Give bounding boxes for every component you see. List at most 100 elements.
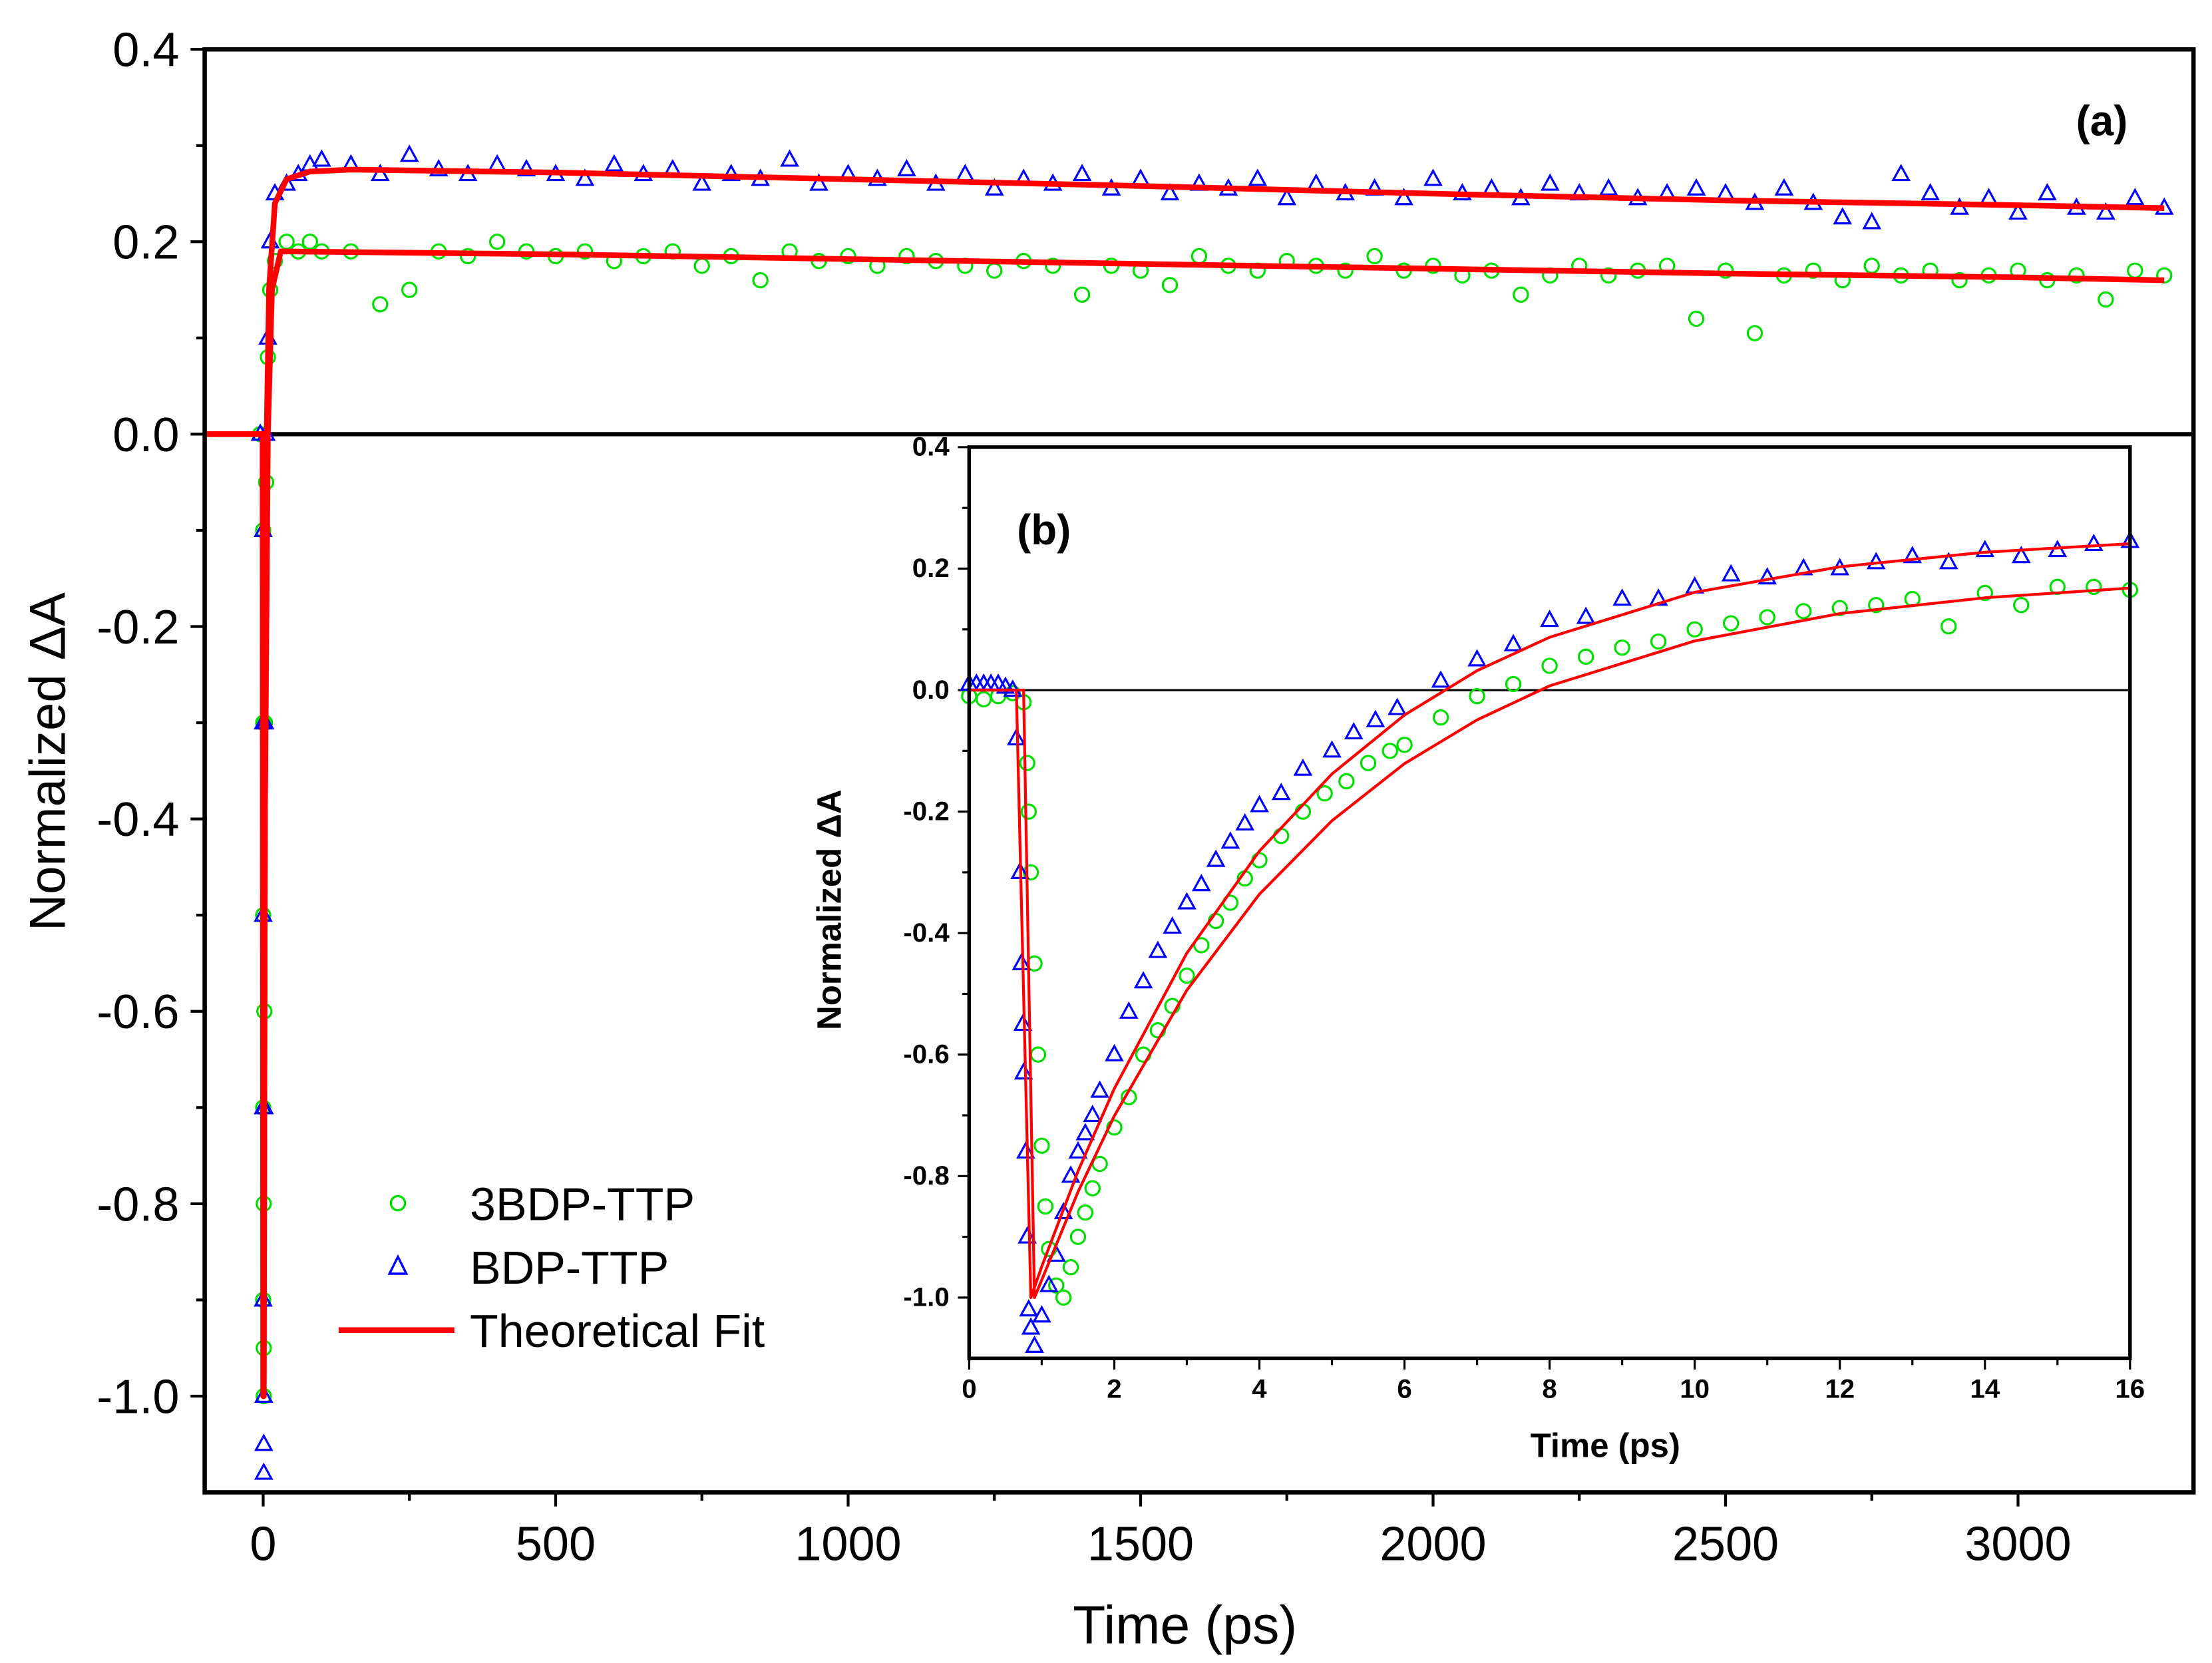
data-point bbox=[2008, 202, 2028, 220]
panel-label-a: (a) bbox=[2076, 97, 2128, 144]
x-tick-label: 14 bbox=[1970, 1374, 2000, 1404]
data-point bbox=[1033, 1137, 1050, 1154]
data-point bbox=[2125, 188, 2145, 206]
y-tick-label: -0.6 bbox=[903, 1039, 949, 1069]
data-point bbox=[1191, 874, 1211, 892]
data-point bbox=[1322, 740, 1342, 758]
x-tick-label: 2500 bbox=[1672, 1517, 1779, 1571]
data-point bbox=[1344, 721, 1364, 740]
data-point bbox=[1432, 709, 1449, 726]
data-point bbox=[1903, 546, 1923, 564]
data-point bbox=[1019, 755, 1035, 771]
data-point bbox=[2098, 291, 2114, 308]
data-point bbox=[1014, 1062, 1033, 1080]
x-tick-label: 4 bbox=[1252, 1374, 1267, 1404]
data-point bbox=[1387, 697, 1407, 715]
data-point bbox=[399, 144, 419, 162]
data-point bbox=[1382, 743, 1398, 759]
y-tick-label: -0.4 bbox=[96, 793, 179, 846]
data-point bbox=[1271, 783, 1291, 801]
data-point bbox=[1576, 606, 1596, 624]
data-point bbox=[1795, 603, 1812, 620]
data-point bbox=[692, 173, 712, 191]
inset-plot: 0 2 4 6 8 10 12 14 16 -1.0 -0.8 -0.6 -0.4 -0.2 0.0 0.2 0… bbox=[903, 432, 2145, 1404]
data-point bbox=[1938, 552, 1958, 570]
data-point bbox=[372, 296, 389, 313]
x-tick-label: 2 bbox=[1107, 1374, 1121, 1404]
data-point bbox=[1866, 552, 1886, 570]
data-point bbox=[1600, 267, 1617, 284]
data-point bbox=[1540, 610, 1559, 628]
data-point bbox=[1921, 183, 1940, 201]
data-point bbox=[1757, 567, 1777, 585]
data-point bbox=[2013, 597, 2030, 614]
y-tick-label: -1.0 bbox=[96, 1370, 179, 1423]
y-tick-label: 0.2 bbox=[912, 553, 950, 583]
x-tick-label: 16 bbox=[2115, 1374, 2145, 1404]
data-point bbox=[1759, 609, 1775, 626]
data-point bbox=[1077, 1204, 1094, 1221]
inset-y-axis-label: Normalized ΔA bbox=[811, 789, 848, 1030]
data-point bbox=[488, 234, 506, 250]
y-tick-label: 0.2 bbox=[112, 216, 179, 270]
data-point bbox=[1206, 849, 1226, 867]
data-point bbox=[576, 243, 594, 260]
data-point bbox=[809, 173, 829, 191]
data-point bbox=[1293, 758, 1313, 776]
data-point bbox=[1017, 1226, 1037, 1244]
data-point bbox=[1177, 892, 1197, 910]
data-point bbox=[2068, 267, 2085, 284]
data-point bbox=[1055, 1289, 1072, 1306]
data-point bbox=[1862, 212, 1882, 230]
data-point bbox=[1337, 262, 1354, 279]
data-point bbox=[1160, 183, 1180, 201]
data-point bbox=[575, 168, 595, 186]
data-point bbox=[401, 281, 418, 298]
fit-curve bbox=[204, 248, 2165, 1399]
data-point bbox=[1133, 971, 1153, 989]
data-point bbox=[1037, 1198, 1054, 1215]
data-point bbox=[1039, 1274, 1059, 1292]
data-point bbox=[1396, 737, 1413, 753]
data-point bbox=[1805, 262, 1822, 279]
data-point bbox=[1044, 258, 1061, 274]
data-point bbox=[1119, 1001, 1139, 1019]
data-point bbox=[1013, 1014, 1033, 1031]
data-point bbox=[1686, 178, 1706, 196]
x-tick-label: 1500 bbox=[1087, 1517, 1194, 1571]
data-point bbox=[1021, 1317, 1041, 1335]
data-point bbox=[752, 272, 769, 289]
y-tick-label: -0.2 bbox=[96, 601, 179, 654]
data-point bbox=[1469, 687, 1485, 705]
data-point bbox=[2038, 183, 2057, 201]
data-point bbox=[1316, 785, 1333, 802]
y-tick-label: -0.2 bbox=[903, 796, 949, 826]
data-point bbox=[1598, 178, 1618, 196]
data-point bbox=[1976, 584, 1993, 602]
data-point bbox=[984, 178, 1004, 196]
data-point bbox=[1721, 564, 1741, 582]
data-point bbox=[1505, 675, 1522, 693]
data-point bbox=[1614, 639, 1630, 656]
legend-label-3bdp-ttp: 3BDP-TTP bbox=[470, 1178, 695, 1230]
legend: 3BDP-TTP BDP-TTP Theoretical Fit bbox=[338, 1178, 765, 1357]
data-point bbox=[1250, 795, 1269, 813]
data-point bbox=[1612, 588, 1632, 606]
fit-curve bbox=[969, 542, 2130, 1300]
x-tick-label: 12 bbox=[1825, 1374, 1855, 1404]
data-point bbox=[254, 1433, 274, 1451]
series-theoretical-fit bbox=[204, 166, 2165, 1399]
plot-border bbox=[967, 445, 2132, 1360]
data-point bbox=[1193, 937, 1210, 954]
data-point bbox=[1722, 615, 1740, 632]
panel-label-b: (b) bbox=[1017, 506, 1071, 554]
y-tick-label: -0.8 bbox=[903, 1161, 949, 1191]
data-point bbox=[1366, 709, 1385, 727]
x-tick-label: 10 bbox=[1680, 1374, 1710, 1404]
data-point bbox=[1467, 649, 1487, 667]
data-point bbox=[1016, 1141, 1035, 1159]
x-tick-label: 6 bbox=[1397, 1374, 1411, 1404]
data-point bbox=[1053, 1202, 1073, 1220]
legend-marker-bdp-ttp bbox=[387, 1254, 409, 1275]
